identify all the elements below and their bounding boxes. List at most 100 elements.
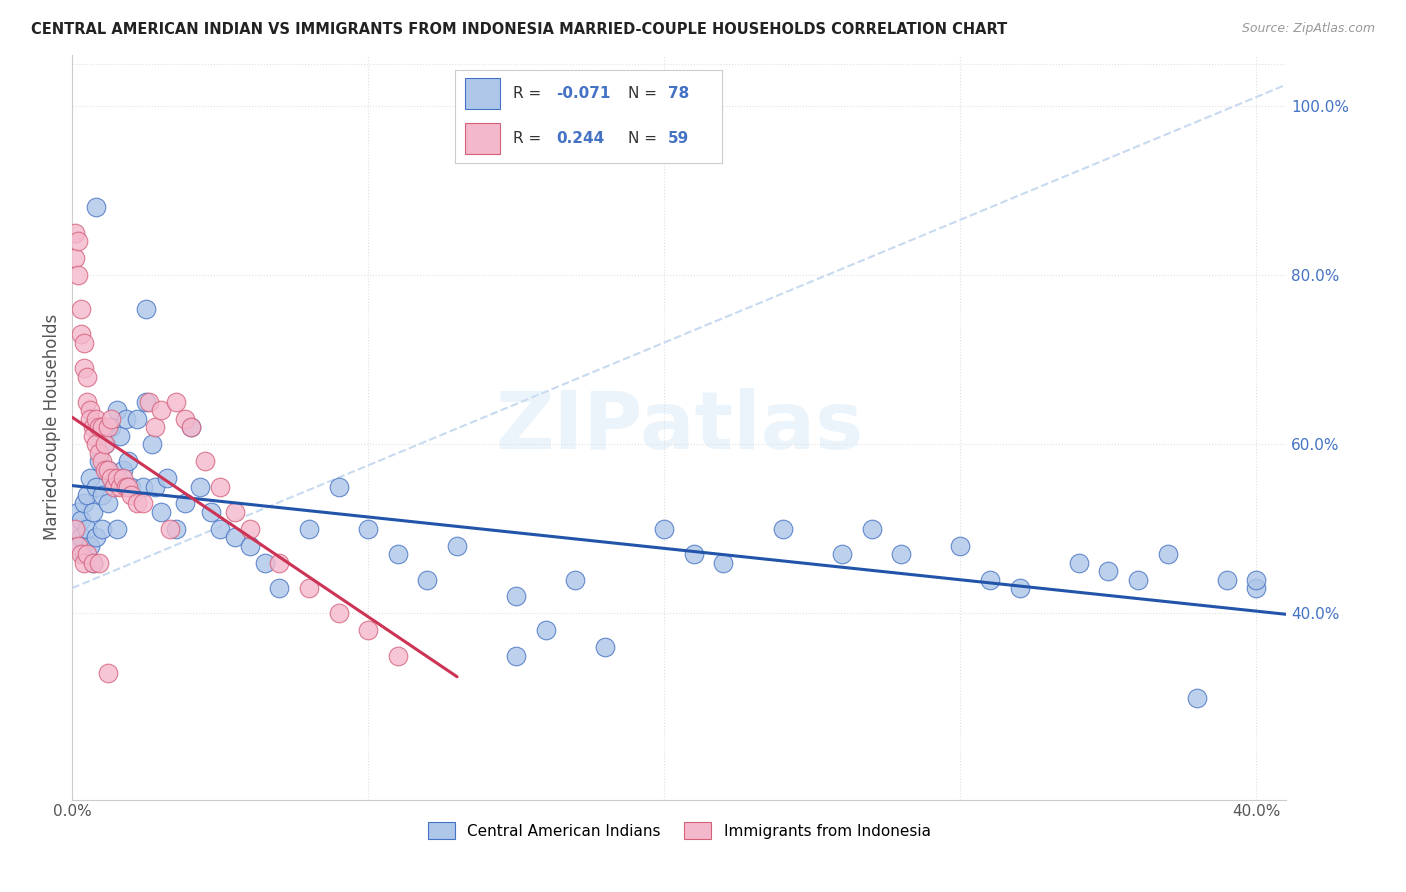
Point — [505, 648, 527, 663]
Point — [97, 462, 120, 476]
Point — [860, 522, 883, 536]
Point — [188, 479, 211, 493]
Point — [1185, 691, 1208, 706]
Point — [135, 301, 157, 316]
Point — [357, 522, 380, 536]
Point — [564, 573, 586, 587]
Point — [97, 496, 120, 510]
Point — [224, 530, 246, 544]
Point — [269, 556, 291, 570]
Point — [94, 462, 117, 476]
Point — [76, 522, 98, 536]
Point — [1246, 581, 1268, 595]
Point — [209, 479, 232, 493]
Text: CENTRAL AMERICAN INDIAN VS IMMIGRANTS FROM INDONESIA MARRIED-COUPLE HOUSEHOLDS C: CENTRAL AMERICAN INDIAN VS IMMIGRANTS FR… — [31, 22, 1007, 37]
Point — [70, 513, 93, 527]
Point — [1156, 547, 1178, 561]
Point — [63, 226, 86, 240]
Point — [135, 395, 157, 409]
Point — [82, 505, 104, 519]
Point — [173, 496, 195, 510]
Point — [1097, 564, 1119, 578]
Point — [713, 556, 735, 570]
Point — [143, 479, 166, 493]
Point — [127, 496, 149, 510]
Point — [105, 403, 128, 417]
Point — [67, 505, 90, 519]
Point — [132, 496, 155, 510]
Point — [416, 573, 439, 587]
Point — [224, 505, 246, 519]
Point — [67, 539, 90, 553]
Point — [143, 420, 166, 434]
Point — [94, 437, 117, 451]
Point — [165, 522, 187, 536]
Point — [70, 547, 93, 561]
Point — [87, 420, 110, 434]
Point — [772, 522, 794, 536]
Point — [73, 547, 96, 561]
Point — [67, 268, 90, 282]
Text: ZIPatlas: ZIPatlas — [495, 388, 863, 467]
Point — [84, 201, 107, 215]
Point — [328, 479, 350, 493]
Point — [97, 462, 120, 476]
Point — [159, 522, 181, 536]
Point — [114, 412, 136, 426]
Point — [100, 412, 122, 426]
Point — [63, 522, 86, 536]
Point — [387, 648, 409, 663]
Point — [239, 522, 262, 536]
Point — [103, 479, 125, 493]
Point — [180, 420, 202, 434]
Point — [67, 234, 90, 248]
Point — [82, 420, 104, 434]
Point — [328, 607, 350, 621]
Point — [114, 479, 136, 493]
Point — [1246, 573, 1268, 587]
Point — [117, 479, 139, 493]
Point — [173, 412, 195, 426]
Point — [949, 539, 972, 553]
Point — [82, 556, 104, 570]
Point — [73, 556, 96, 570]
Point — [84, 412, 107, 426]
Point — [194, 454, 217, 468]
Point — [76, 488, 98, 502]
Point — [180, 420, 202, 434]
Point — [1126, 573, 1149, 587]
Text: Source: ZipAtlas.com: Source: ZipAtlas.com — [1241, 22, 1375, 36]
Point — [90, 488, 112, 502]
Point — [90, 454, 112, 468]
Point — [67, 539, 90, 553]
Point — [100, 471, 122, 485]
Point — [79, 412, 101, 426]
Point — [683, 547, 706, 561]
Point — [87, 454, 110, 468]
Point — [239, 539, 262, 553]
Point — [120, 488, 142, 502]
Point — [94, 437, 117, 451]
Point — [70, 530, 93, 544]
Point — [108, 429, 131, 443]
Point — [298, 581, 321, 595]
Point — [103, 471, 125, 485]
Point — [73, 496, 96, 510]
Point — [150, 403, 173, 417]
Point — [505, 590, 527, 604]
Point — [357, 624, 380, 638]
Point — [76, 547, 98, 561]
Point — [76, 395, 98, 409]
Point — [141, 437, 163, 451]
Point — [298, 522, 321, 536]
Point — [70, 301, 93, 316]
Point — [209, 522, 232, 536]
Point — [652, 522, 675, 536]
Point — [127, 412, 149, 426]
Point — [84, 479, 107, 493]
Point — [1067, 556, 1090, 570]
Point — [73, 335, 96, 350]
Point — [120, 479, 142, 493]
Point — [76, 369, 98, 384]
Point — [82, 429, 104, 443]
